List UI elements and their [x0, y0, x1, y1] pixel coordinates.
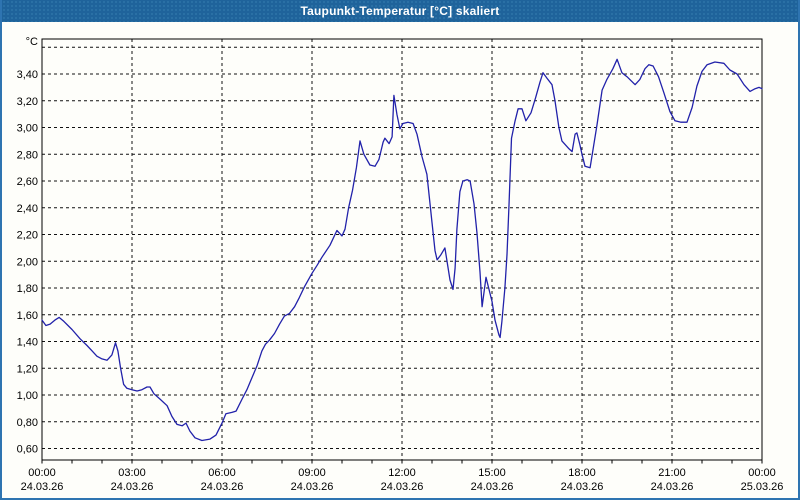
x-tick-time-label: 18:00: [568, 467, 596, 479]
y-tick-label: 1,60: [17, 310, 38, 322]
y-tick-label: 1,40: [17, 337, 38, 349]
x-tick-time-label: 00:00: [28, 467, 56, 479]
x-tick-date-label: 24.03.26: [21, 481, 64, 493]
x-tick-time-label: 15:00: [478, 467, 506, 479]
x-tick-date-label: 24.03.26: [471, 481, 514, 493]
x-tick-date-label: 24.03.26: [561, 481, 604, 493]
y-tick-label: 3,00: [17, 123, 38, 135]
x-tick-time-label: 12:00: [388, 467, 416, 479]
y-axis-unit-label: °C: [26, 36, 38, 48]
y-tick-label: 0,80: [17, 417, 38, 429]
data-series-line: [41, 58, 763, 442]
line-chart: 0,60 0,80 1,00 1,20 1,40 1,60 1,80 2,00 2,20 2,40…: [17, 36, 784, 493]
x-tick-time-label: 06:00: [208, 467, 236, 479]
x-tick-time-label: 21:00: [658, 467, 686, 479]
y-tick-label: 3,20: [17, 96, 38, 108]
y-tick-label: 1,00: [17, 390, 38, 402]
y-tick-label: 1,80: [17, 283, 38, 295]
x-tick-date-label: 24.03.26: [651, 481, 694, 493]
x-tick-date-label: 25.03.26: [741, 481, 784, 493]
y-tick-label: 2,00: [17, 256, 38, 268]
x-tick-date-label: 24.03.26: [111, 481, 154, 493]
x-tick-date-label: 24.03.26: [201, 481, 244, 493]
x-tick-date-label: 24.03.26: [291, 481, 334, 493]
window-title: Taupunkt-Temperatur [°C] skaliert: [300, 4, 500, 18]
y-tick-label: 2,80: [17, 149, 38, 161]
x-tick-time-label: 00:00: [748, 467, 776, 479]
y-tick-label: 3,40: [17, 69, 38, 81]
x-tick-time-label: 03:00: [118, 467, 146, 479]
chart-canvas: 0,60 0,80 1,00 1,20 1,40 1,60 1,80 2,00 2,20 2,40…: [2, 22, 798, 498]
x-tick-date-label: 24.03.26: [381, 481, 424, 493]
title-bar: Taupunkt-Temperatur [°C] skaliert: [2, 0, 798, 22]
y-tick-label: 2,20: [17, 230, 38, 242]
y-tick-label: 0,60: [17, 443, 38, 455]
x-tick-time-label: 09:00: [298, 467, 326, 479]
y-tick-label: 2,40: [17, 203, 38, 215]
y-tick-label: 2,60: [17, 176, 38, 188]
y-tick-label: 1,20: [17, 363, 38, 375]
